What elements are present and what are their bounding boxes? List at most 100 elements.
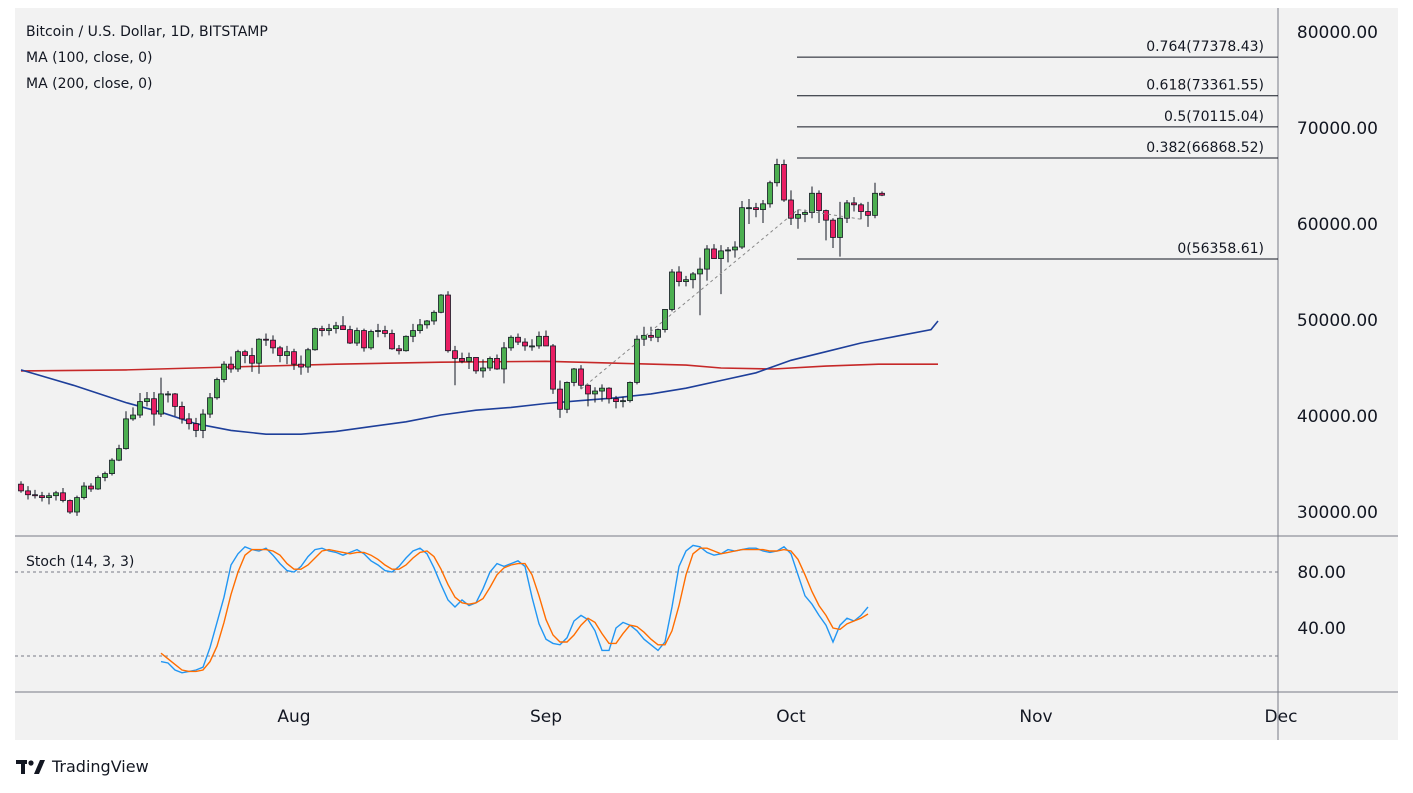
candle-body — [459, 357, 465, 362]
candle-body — [256, 338, 262, 364]
tradingview-logo[interactable]: TradingView — [16, 757, 149, 776]
candle-bullish — [634, 335, 640, 385]
candle-bearish — [522, 338, 528, 351]
candle-bearish — [473, 357, 479, 374]
candle-bullish — [501, 342, 507, 384]
candle-body — [851, 202, 857, 206]
candle-bearish — [494, 354, 500, 370]
candle-body — [606, 387, 612, 400]
candle-body — [522, 341, 528, 347]
tradingview-logo-icon — [16, 759, 45, 774]
candle-bearish — [606, 387, 612, 404]
candle-bullish — [200, 409, 206, 439]
candle-body — [627, 381, 633, 402]
price-tick-label: 50000.00 — [1297, 311, 1378, 331]
candle-bearish — [823, 209, 829, 241]
candle-bearish — [515, 333, 521, 345]
candle-body — [858, 204, 864, 212]
candle-bullish — [704, 245, 710, 281]
candle-body — [746, 207, 752, 210]
candle-body — [431, 311, 437, 322]
ma200-legend: MA (200, close, 0) — [26, 76, 153, 92]
candle-body — [515, 336, 521, 343]
candle-bullish — [431, 310, 437, 325]
candle-body — [151, 398, 157, 415]
candle-body — [200, 413, 206, 431]
candle-body — [123, 418, 129, 450]
candle-body — [291, 351, 297, 365]
candle-bullish — [690, 272, 696, 289]
candle-bearish — [585, 384, 591, 407]
candle-body — [690, 273, 696, 281]
plot-background — [15, 8, 1398, 740]
candle-bullish — [844, 200, 850, 224]
candle-body — [67, 500, 73, 513]
candle-body — [557, 388, 563, 410]
candle-bullish — [564, 381, 570, 414]
candle-bearish — [865, 201, 871, 227]
candle-bullish — [487, 356, 493, 371]
candle-body — [333, 325, 339, 330]
candle-body — [704, 248, 710, 270]
candle-bearish — [228, 356, 234, 373]
candle-bullish — [508, 335, 514, 351]
candle-body — [753, 207, 759, 210]
candle-bearish — [879, 191, 885, 197]
candle-bullish — [627, 381, 633, 403]
candle-bearish — [193, 417, 199, 438]
candle-body — [641, 334, 647, 340]
candle-bullish — [333, 321, 339, 334]
candle-body — [585, 384, 591, 395]
candle-body — [760, 203, 766, 210]
candle-body — [354, 330, 360, 344]
candle-body — [788, 199, 794, 219]
candle-bearish — [151, 392, 157, 426]
price-tick-label: 40000.00 — [1297, 407, 1378, 427]
candle-bullish — [130, 407, 136, 421]
candle-bullish — [214, 377, 220, 400]
candle-bearish — [389, 329, 395, 350]
candle-bullish — [46, 492, 52, 505]
candle-bullish — [592, 387, 598, 403]
tradingview-logo-text: TradingView — [52, 757, 149, 776]
candle-bullish — [305, 347, 311, 373]
candle-body — [571, 368, 577, 383]
candle-body — [655, 329, 661, 338]
candle-bullish — [158, 377, 164, 417]
candle-body — [228, 363, 234, 370]
candle-body — [550, 345, 556, 390]
candle-bearish — [242, 349, 248, 364]
fib-level-label: 0.382(66868.52) — [1146, 140, 1264, 156]
candle-body — [137, 401, 143, 416]
candle-body — [263, 338, 269, 341]
candle-body — [32, 494, 38, 497]
candle-body — [60, 492, 66, 501]
candle-body — [452, 350, 458, 359]
chart-title: Bitcoin / U.S. Dollar, 1D, BITSTAMP — [26, 24, 268, 40]
candle-body — [774, 164, 780, 184]
candle-bearish — [781, 159, 787, 202]
candle-body — [361, 330, 367, 349]
time-tick-label: Sep — [530, 707, 562, 727]
candle-body — [844, 202, 850, 219]
candle-bearish — [830, 218, 836, 248]
candle-body — [613, 398, 619, 403]
candle-body — [347, 329, 353, 344]
candle-bullish — [662, 309, 668, 333]
candle-body — [389, 333, 395, 350]
candle-bearish — [459, 352, 465, 364]
stoch-d-line — [160, 547, 869, 673]
candle-bullish — [375, 323, 381, 338]
candle-body — [466, 357, 472, 362]
candle-bullish — [655, 328, 661, 343]
candle-bullish — [466, 352, 472, 369]
candle-body — [802, 212, 808, 215]
candle-bearish — [179, 401, 185, 424]
candle-body — [795, 213, 801, 219]
candle-body — [816, 192, 822, 211]
candle-bullish — [732, 241, 738, 258]
candle-bullish — [235, 349, 241, 372]
candle-body — [767, 182, 773, 205]
candle-body — [410, 330, 416, 337]
candle-body — [578, 368, 584, 386]
